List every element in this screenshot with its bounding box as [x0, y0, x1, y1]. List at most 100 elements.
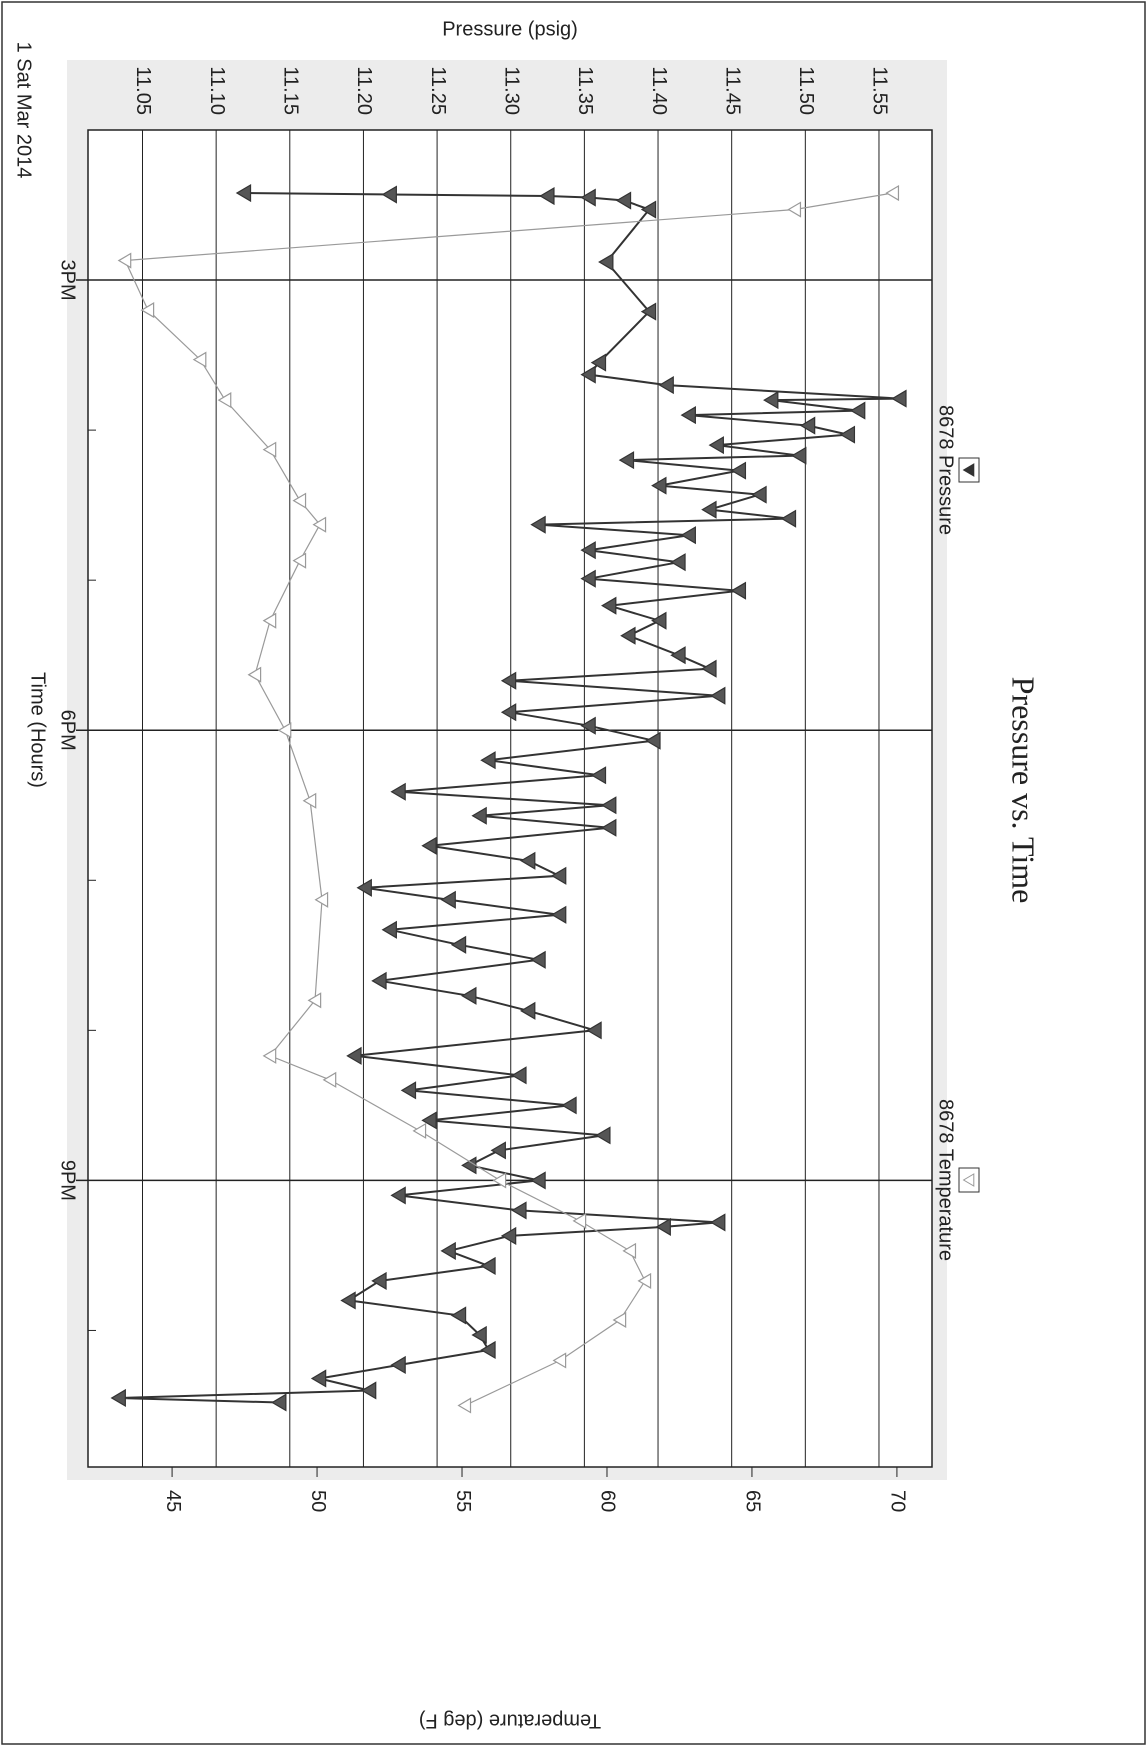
marker [651, 611, 667, 630]
marker [586, 1021, 602, 1040]
y-tick-label: 11.40 [648, 66, 670, 115]
marker [580, 569, 596, 588]
chart: Pressure vs. Time Pressure (psig) Temper… [13, 18, 1042, 1731]
marker [710, 686, 726, 705]
marker [262, 1047, 277, 1064]
marker [314, 891, 329, 908]
marker [312, 516, 327, 533]
marker [421, 1111, 437, 1130]
x-tick-label: 6PM [57, 710, 79, 751]
marker [580, 188, 596, 207]
marker [701, 500, 717, 519]
y2-tick-label: 65 [742, 1490, 764, 1512]
marker [277, 722, 292, 739]
marker [192, 351, 207, 368]
marker [371, 1271, 387, 1290]
marker [580, 365, 596, 384]
marker [480, 1256, 496, 1275]
marker [490, 1141, 506, 1160]
marker [292, 492, 307, 509]
y-tick-label: 11.45 [721, 66, 743, 115]
marker [637, 1272, 652, 1289]
marker [601, 596, 617, 615]
marker [117, 252, 132, 269]
marker [601, 796, 617, 815]
marker [751, 485, 767, 504]
marker [500, 1226, 517, 1245]
marker [615, 191, 632, 210]
marker [701, 659, 717, 678]
marker [640, 200, 657, 219]
y-axis-label: Pressure (psig) [442, 18, 578, 40]
marker [595, 1126, 611, 1145]
marker [620, 626, 636, 645]
marker [390, 1355, 406, 1375]
marker [612, 1311, 627, 1328]
y-tick-label: 11.05 [132, 66, 154, 115]
chart-title: Pressure vs. Time [1006, 677, 1042, 904]
marker [140, 302, 155, 319]
marker [262, 441, 277, 458]
marker [598, 253, 614, 272]
marker [381, 920, 397, 939]
y2-tick-label: 45 [162, 1490, 184, 1512]
marker [381, 185, 397, 204]
y2-axis-label: Temperature (deg F) [419, 1710, 601, 1732]
date-label: 1 Sat Mar 2014 [13, 42, 35, 179]
marker [708, 436, 724, 455]
y2-tick-label: 60 [597, 1490, 619, 1512]
marker [849, 401, 866, 420]
marker [307, 992, 322, 1009]
y2-tick-label: 50 [307, 1490, 329, 1512]
marker [530, 1171, 546, 1190]
marker [271, 1393, 287, 1412]
marker [346, 1046, 362, 1065]
marker [371, 971, 387, 990]
marker [580, 541, 596, 560]
series-line [118, 192, 900, 1404]
marker [310, 1369, 327, 1388]
marker [561, 1096, 577, 1115]
marker [520, 851, 536, 870]
marker [787, 201, 802, 218]
marker [763, 391, 779, 410]
marker [360, 1381, 377, 1400]
marker [622, 1242, 637, 1259]
marker [492, 1172, 507, 1189]
marker [110, 1388, 126, 1408]
x-tick-label: 9PM [57, 1160, 79, 1201]
marker [618, 451, 635, 470]
marker [322, 1071, 337, 1088]
marker [217, 392, 232, 409]
y-tick-label: 11.30 [500, 66, 522, 115]
marker [780, 509, 797, 528]
marker [885, 184, 900, 202]
marker [511, 1066, 527, 1085]
marker [262, 612, 277, 629]
legend-marker [962, 1173, 975, 1187]
marker [471, 806, 487, 825]
marker [791, 446, 807, 465]
marker [292, 552, 307, 569]
marker [552, 1352, 567, 1369]
marker [461, 986, 477, 1005]
marker [658, 376, 674, 395]
marker [511, 1201, 527, 1220]
marker [651, 476, 667, 495]
marker [390, 782, 406, 801]
marker [500, 703, 517, 722]
marker [530, 515, 546, 534]
marker [356, 878, 372, 897]
marker [421, 836, 437, 855]
marker [590, 766, 607, 785]
legend-marker [962, 463, 975, 477]
marker [235, 183, 252, 203]
y-tick-label: 11.35 [574, 66, 596, 115]
marker [457, 1397, 472, 1414]
marker [550, 866, 567, 885]
y-tick-label: 11.20 [353, 66, 375, 115]
y-tick-label: 11.50 [795, 66, 817, 115]
legend-label: 8678 Pressure [935, 405, 957, 535]
